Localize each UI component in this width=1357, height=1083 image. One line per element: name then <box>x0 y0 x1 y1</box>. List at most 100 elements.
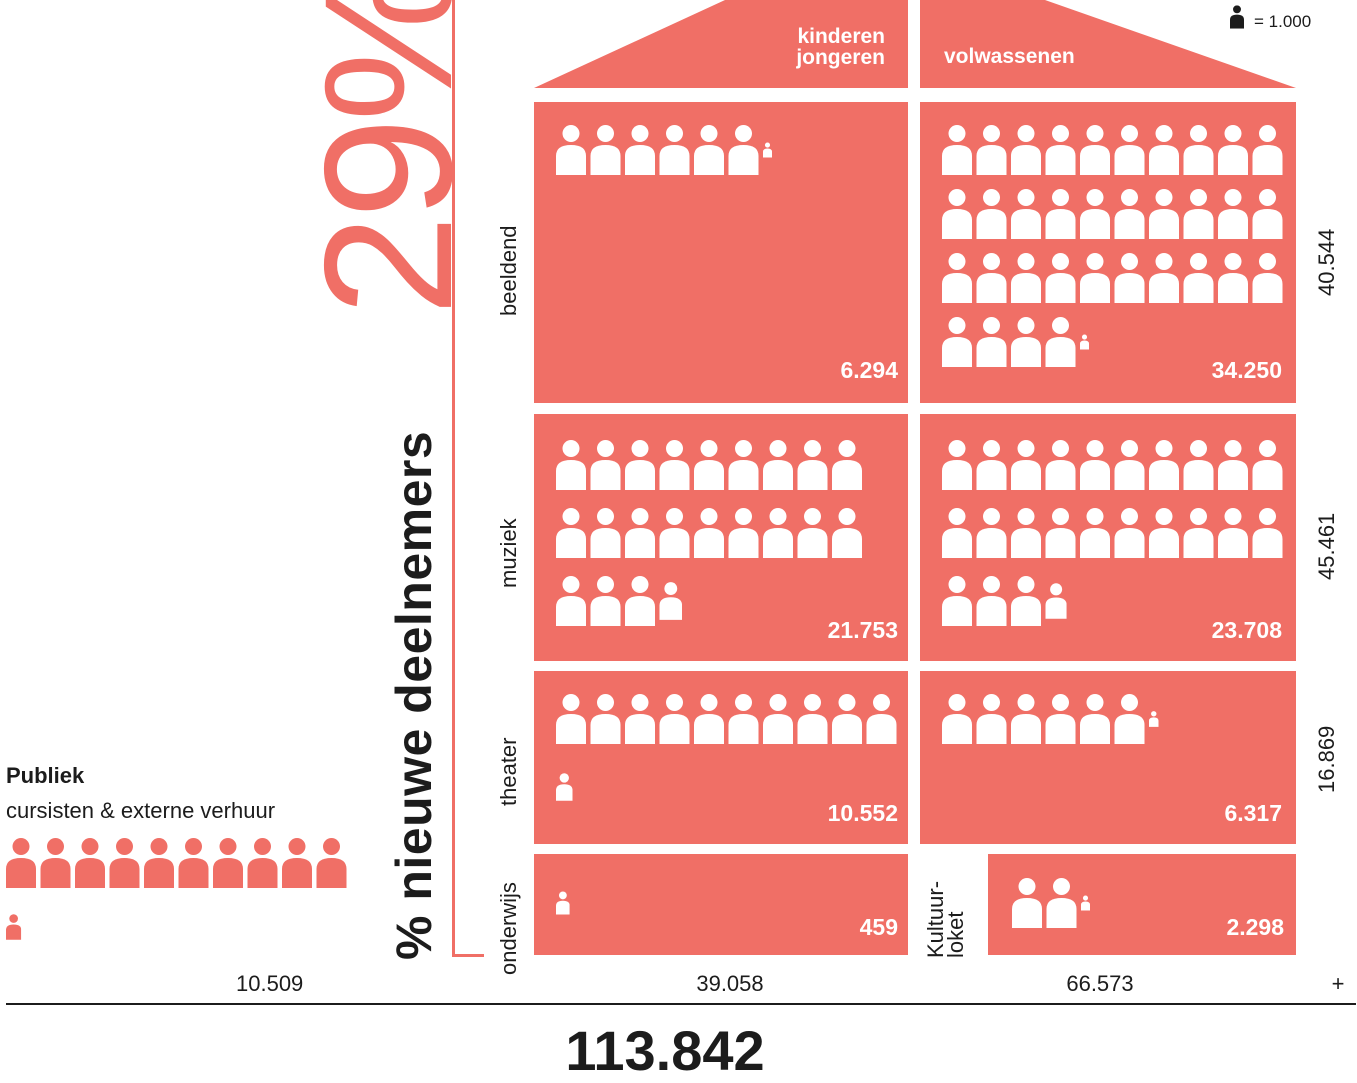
theater-adults-person-icon <box>1080 694 1110 744</box>
theater-adults-person-icon <box>1115 694 1145 744</box>
muziek-adults-person-icon <box>1184 440 1214 490</box>
beeldend-adults-person-icon <box>977 317 1007 367</box>
muziek-adults-person-icon <box>942 576 972 626</box>
beeldend-adults-person-icon <box>1184 189 1214 239</box>
publiek-person-icon <box>317 838 347 888</box>
value-beeldend-adults: 34.250 <box>1211 357 1282 383</box>
muziek-adults-person-icon <box>1011 576 1041 626</box>
row-total-theater: 16.869 <box>1314 725 1339 793</box>
theater-kids-person-icon <box>660 694 690 744</box>
theater-kids-person-icon <box>591 694 621 744</box>
beeldend-adults-person-icon <box>1115 125 1145 175</box>
total-publiek: 10.509 <box>236 971 304 996</box>
muziek-adults-person-icon <box>1184 508 1214 558</box>
muziek-kids-person-icon <box>591 576 621 626</box>
beeldend-adults-person-icon <box>1080 335 1089 350</box>
muziek-adults-person-icon <box>1046 508 1076 558</box>
beeldend-kids-person-icon <box>660 125 690 175</box>
publiek-person-icon <box>6 914 21 939</box>
muziek-kids-person-icon <box>798 508 828 558</box>
muziek-kids-person-icon <box>660 508 690 558</box>
muziek-kids-person-icon <box>556 440 586 490</box>
beeldend-adults-person-icon <box>1218 253 1248 303</box>
publiek-person-icon <box>282 838 312 888</box>
beeldend-adults-person-icon <box>1011 125 1041 175</box>
value-muziek-kids: 21.753 <box>827 617 898 643</box>
panel-theater-adults <box>920 671 1296 844</box>
theater-kids-person-icon <box>832 694 862 744</box>
bracket-bottom <box>452 954 484 957</box>
muziek-kids-person-icon <box>660 582 683 620</box>
muziek-kids-person-icon <box>625 576 655 626</box>
grand-total: 113.842 <box>565 1019 765 1082</box>
theater-adults-person-icon <box>1011 694 1041 744</box>
beeldend-adults-person-icon <box>1115 189 1145 239</box>
house-roof <box>534 0 1296 88</box>
muziek-kids-person-icon <box>591 508 621 558</box>
theater-kids-person-icon <box>729 694 759 744</box>
beeldend-adults-person-icon <box>1184 253 1214 303</box>
row-label-beeldend: beeldend <box>496 225 521 316</box>
muziek-adults-person-icon <box>1149 440 1179 490</box>
column-title-adults: volwassenen <box>944 45 1075 68</box>
publiek-person-icon <box>248 838 278 888</box>
muziek-kids-person-icon <box>798 440 828 490</box>
muziek-kids-person-icon <box>763 508 793 558</box>
publiek-person-icon <box>75 838 105 888</box>
beeldend-kids-person-icon <box>729 125 759 175</box>
muziek-kids-person-icon <box>763 440 793 490</box>
beeldend-adults-person-icon <box>942 189 972 239</box>
value-beeldend-kids: 6.294 <box>840 357 898 383</box>
theater-kids-person-icon <box>625 694 655 744</box>
muziek-kids-person-icon <box>556 508 586 558</box>
beeldend-adults-person-icon <box>1080 253 1110 303</box>
beeldend-kids-person-icon <box>591 125 621 175</box>
muziek-kids-person-icon <box>729 440 759 490</box>
publiek-person-icon <box>41 838 71 888</box>
theater-adults-person-icon <box>1046 694 1076 744</box>
row-label-kultuurloket: Kultuur- loket <box>923 880 968 958</box>
theater-adults-person-icon <box>977 694 1007 744</box>
muziek-adults-person-icon <box>1080 440 1110 490</box>
muziek-adults-person-icon <box>1218 440 1248 490</box>
muziek-kids-person-icon <box>694 508 724 558</box>
bracket-vertical <box>452 0 455 957</box>
total-kids: 39.058 <box>696 971 764 996</box>
publiek-person-icon <box>110 838 140 888</box>
row-total-beeldend: 40.544 <box>1314 228 1339 296</box>
beeldend-kids-person-icon <box>694 125 724 175</box>
muziek-kids-person-icon <box>694 440 724 490</box>
publiek-person-icon <box>6 838 36 888</box>
beeldend-adults-person-icon <box>1253 253 1283 303</box>
muziek-adults-person-icon <box>1046 440 1076 490</box>
muziek-adults-person-icon <box>1253 508 1283 558</box>
publiek-person-icon <box>144 838 174 888</box>
muziek-kids-person-icon <box>832 508 862 558</box>
muziek-kids-person-icon <box>591 440 621 490</box>
beeldend-adults-person-icon <box>977 189 1007 239</box>
beeldend-kids-person-icon <box>556 125 586 175</box>
beeldend-adults-person-icon <box>1080 125 1110 175</box>
panel-onderwijs-kids <box>534 854 908 955</box>
beeldend-adults-person-icon <box>942 253 972 303</box>
row-label-theater: theater <box>496 737 521 807</box>
beeldend-adults-person-icon <box>1218 125 1248 175</box>
beeldend-adults-person-icon <box>1046 253 1076 303</box>
row-label-muziek: muziek <box>496 518 521 588</box>
muziek-adults-person-icon <box>1011 508 1041 558</box>
muziek-adults-person-icon <box>977 440 1007 490</box>
theater-kids-person-icon <box>556 694 586 744</box>
muziek-adults-person-icon <box>1149 508 1179 558</box>
beeldend-adults-person-icon <box>942 125 972 175</box>
beeldend-adults-person-icon <box>1149 253 1179 303</box>
muziek-adults-person-icon <box>1253 440 1283 490</box>
beeldend-adults-person-icon <box>1253 189 1283 239</box>
muziek-kids-person-icon <box>625 440 655 490</box>
beeldend-adults-person-icon <box>1115 253 1145 303</box>
muziek-adults-person-icon <box>1218 508 1248 558</box>
beeldend-adults-person-icon <box>1218 189 1248 239</box>
beeldend-adults-person-icon <box>1253 125 1283 175</box>
theater-kids-person-icon <box>867 694 897 744</box>
legend-label: = 1.000 <box>1254 12 1312 31</box>
value-muziek-adults: 23.708 <box>1211 617 1282 643</box>
